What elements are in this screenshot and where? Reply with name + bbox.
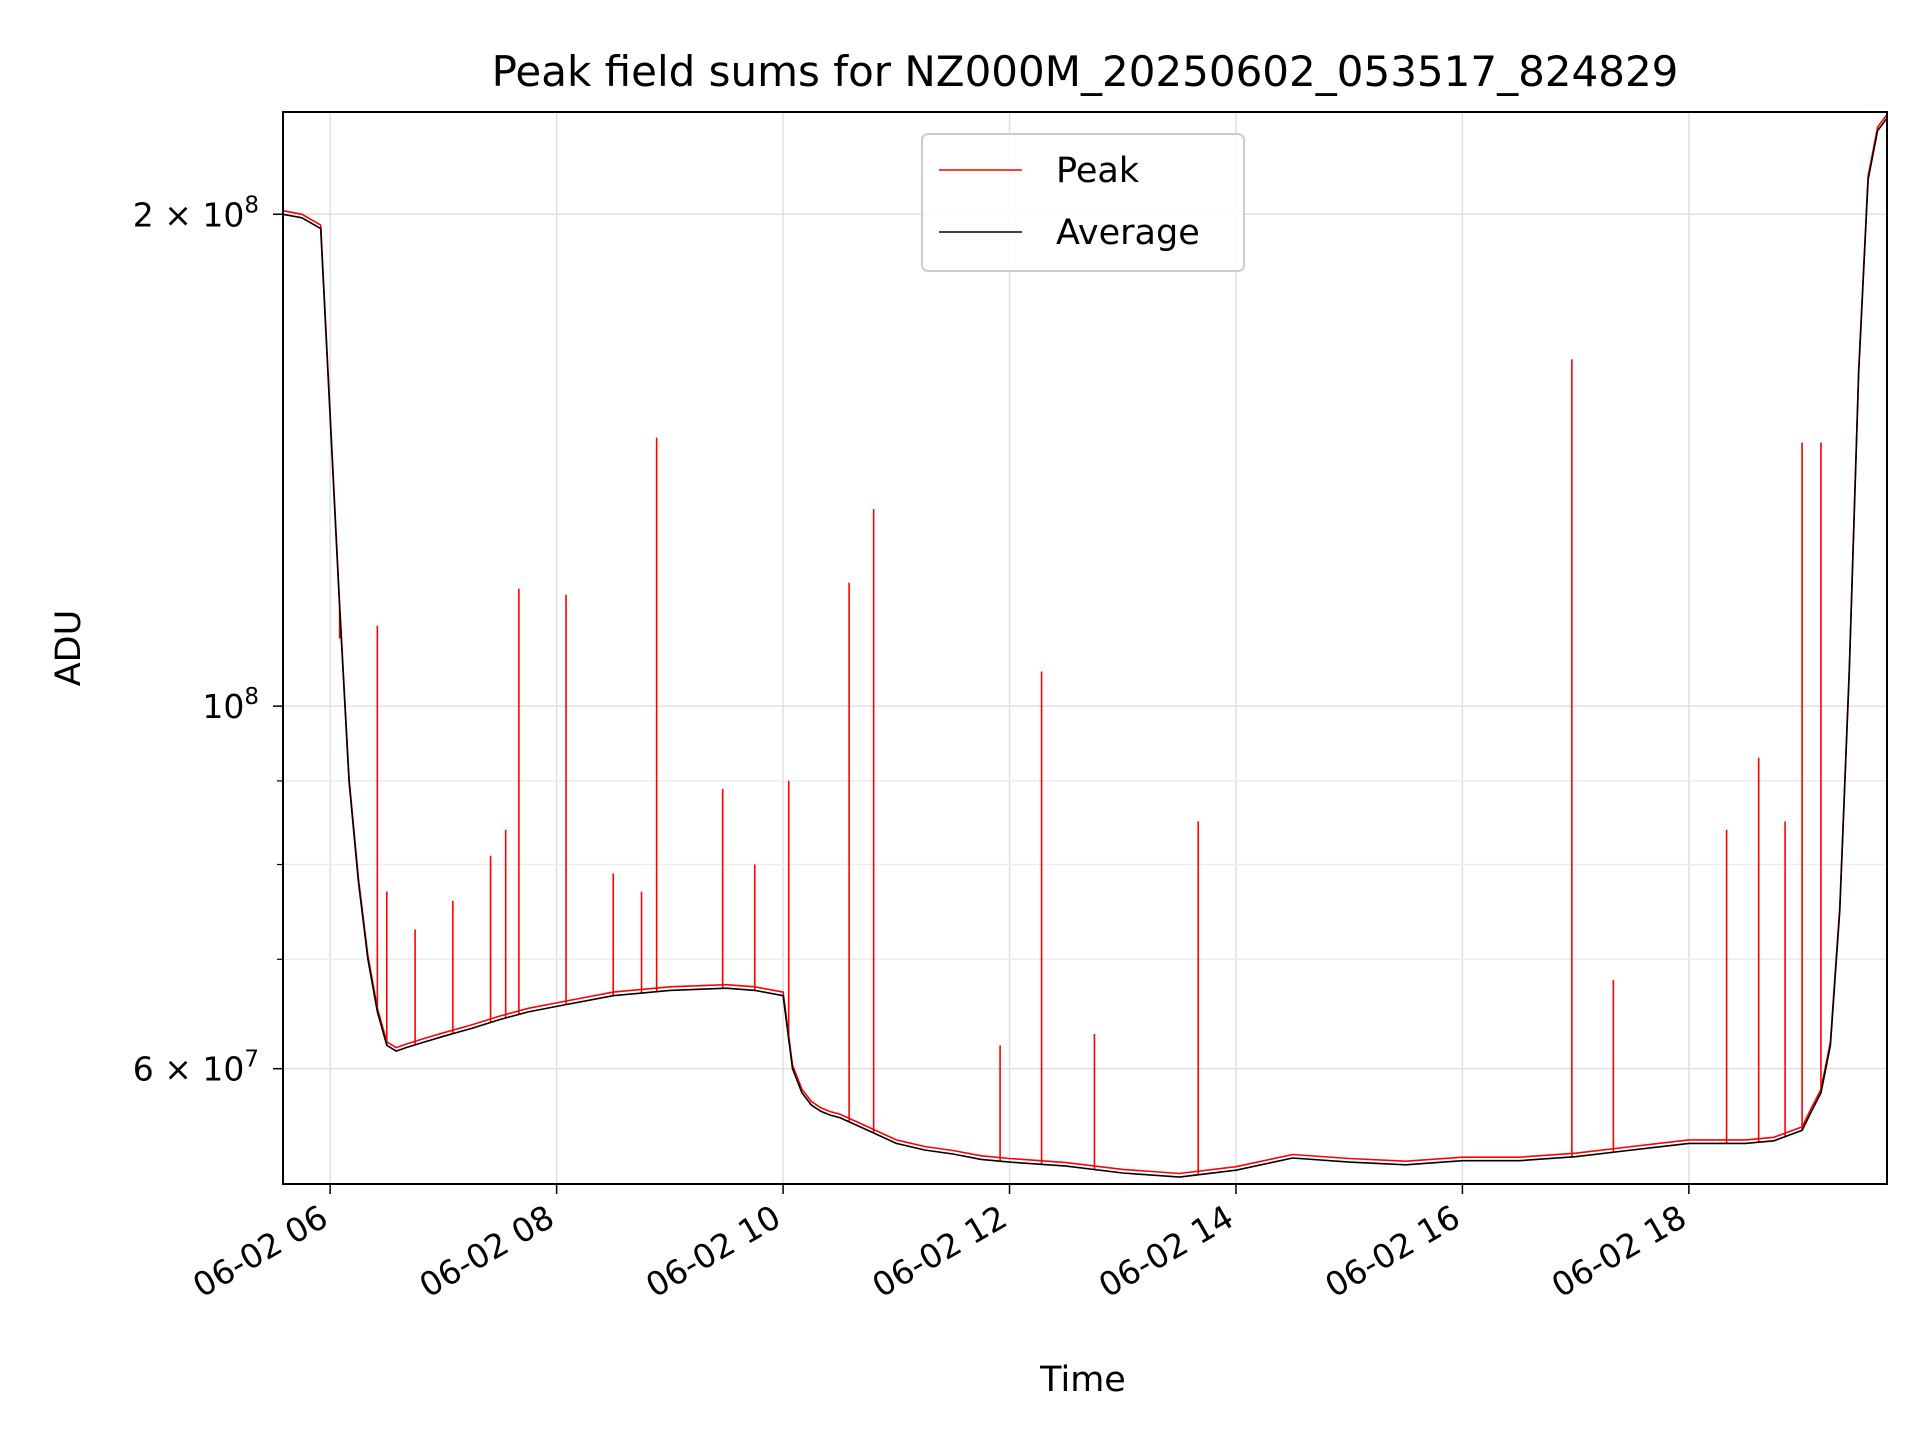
- y-tick-label: 2 × 108: [133, 192, 259, 234]
- y-tick-label: 6 × 107: [133, 1047, 259, 1089]
- legend-average-label: Average: [1056, 213, 1200, 253]
- x-axis-label: Time: [1039, 1360, 1126, 1400]
- y-tick-label: 108: [202, 684, 259, 726]
- chart-title: Peak field sums for NZ000M_20250602_0535…: [492, 47, 1679, 96]
- average-series-line: [282, 117, 1888, 1178]
- plot-frame: [282, 111, 1888, 1185]
- legend-peak-label: Peak: [1056, 151, 1140, 191]
- legend-box: [921, 133, 1245, 272]
- peak-series-line: [282, 114, 1888, 1175]
- legend: Peak Average: [921, 133, 1245, 272]
- plot-lines: [282, 114, 1888, 1178]
- y-axis-label: ADU: [49, 610, 89, 687]
